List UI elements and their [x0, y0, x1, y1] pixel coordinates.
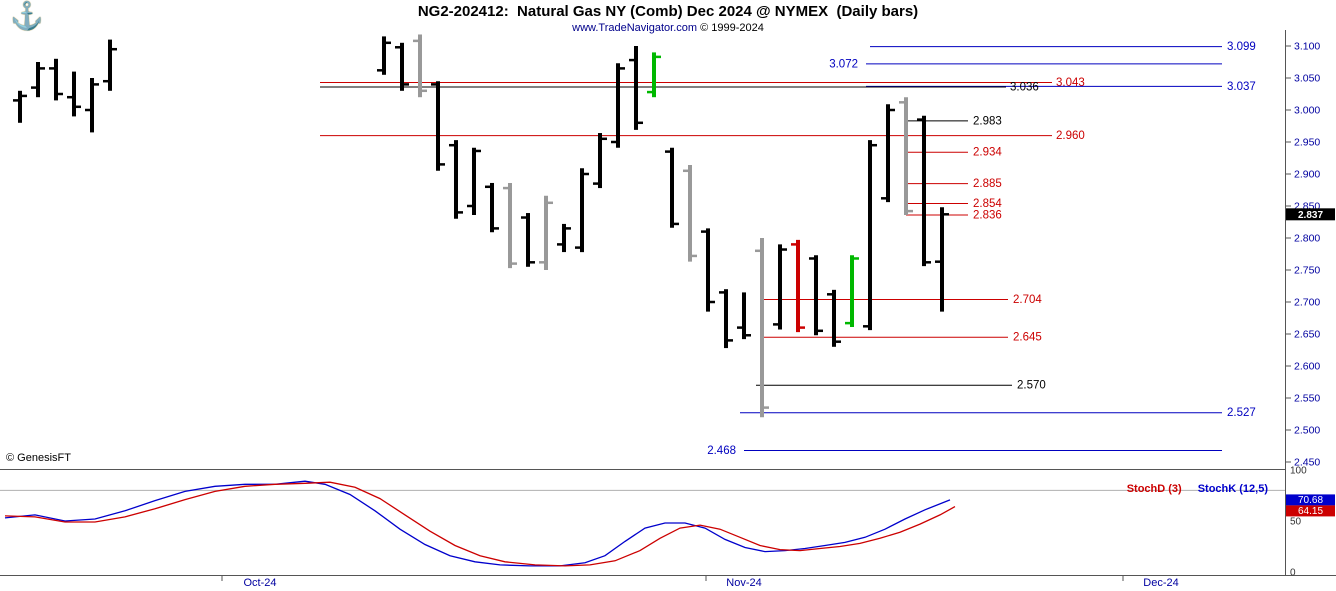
price-axis-tick-label: 2.550 — [1294, 393, 1320, 405]
price-level-label: 2.983 — [973, 115, 1002, 127]
price-level-label: 2.570 — [1017, 380, 1046, 392]
stochd-legend-label[interactable]: StochD (3) — [1126, 483, 1182, 495]
price-level-label: 2.854 — [973, 198, 1002, 210]
price-level-label: 2.468 — [707, 445, 736, 457]
price-level-label: 2.885 — [973, 178, 1002, 190]
price-level-label: 2.934 — [973, 147, 1002, 159]
tradenavigator-url: www.TradeNavigator.com — [572, 22, 698, 34]
price-level-label: 3.043 — [1056, 77, 1085, 89]
stochd-value-text: 64.15 — [1298, 506, 1323, 517]
price-axis-tick-label: 2.700 — [1294, 297, 1320, 309]
stoch-scale-label: 0 — [1290, 568, 1296, 579]
price-level-label: 3.036 — [1010, 81, 1039, 93]
price-level-label: 2.704 — [1013, 294, 1042, 306]
price-axis-tick-label: 2.750 — [1294, 265, 1320, 277]
stochastic-legend: StochD (3) StochK (12,5) — [1114, 471, 1268, 507]
stochd-value-badge — [1286, 505, 1335, 517]
copyright-text: © 1999-2024 — [697, 22, 764, 34]
price-axis-tick-label: 3.050 — [1294, 73, 1320, 85]
last-price-badge — [1286, 208, 1335, 221]
stochk-line — [4, 480, 951, 567]
stochd-line — [4, 481, 956, 567]
chart-subtitle: www.TradeNavigator.com © 1999-2024 — [0, 22, 1336, 34]
price-level-label: 2.527 — [1227, 407, 1256, 419]
price-axis-tick-label: 3.100 — [1294, 41, 1320, 53]
genesisft-watermark: © GenesisFT — [6, 452, 71, 464]
genesis-logo: ⚓ — [10, 0, 44, 32]
stoch-scale-label: 50 — [1290, 517, 1302, 528]
stoch-scale-label: 100 — [1290, 466, 1307, 477]
price-axis-tick-label: 2.450 — [1294, 457, 1320, 469]
x-axis-month-label[interactable]: Nov-24 — [726, 577, 761, 589]
price-axis-tick-label: 2.500 — [1294, 425, 1320, 437]
price-level-label: 2.960 — [1056, 130, 1085, 142]
stochk-value-badge — [1286, 494, 1335, 506]
price-axis-tick-label: 2.950 — [1294, 137, 1320, 149]
x-axis-month-label[interactable]: Dec-24 — [1143, 577, 1178, 589]
price-level-label: 3.037 — [1227, 81, 1256, 93]
price-level-label: 3.099 — [1227, 41, 1256, 53]
price-axis-tick-label: 2.800 — [1294, 233, 1320, 245]
price-axis-tick-label: 2.600 — [1294, 361, 1320, 373]
price-axis-tick-label: 2.650 — [1294, 329, 1320, 341]
anchor-icon: ⚓ — [10, 1, 44, 31]
price-level-label: 3.072 — [829, 58, 858, 70]
stochk-legend-label[interactable]: StochK (12,5) — [1197, 483, 1268, 495]
chart-title: NG2-202412: Natural Gas NY (Comb) Dec 20… — [417, 3, 919, 20]
price-axis-tick-label: 3.000 — [1294, 105, 1320, 117]
stochk-value-text: 70.68 — [1298, 495, 1323, 506]
last-price-badge-text: 2.837 — [1298, 210, 1323, 221]
x-axis-month-label[interactable]: Oct-24 — [243, 577, 276, 589]
price-level-label: 2.645 — [1013, 332, 1042, 344]
price-level-label: 2.836 — [973, 209, 1002, 221]
price-axis-tick-label: 2.900 — [1294, 169, 1320, 181]
